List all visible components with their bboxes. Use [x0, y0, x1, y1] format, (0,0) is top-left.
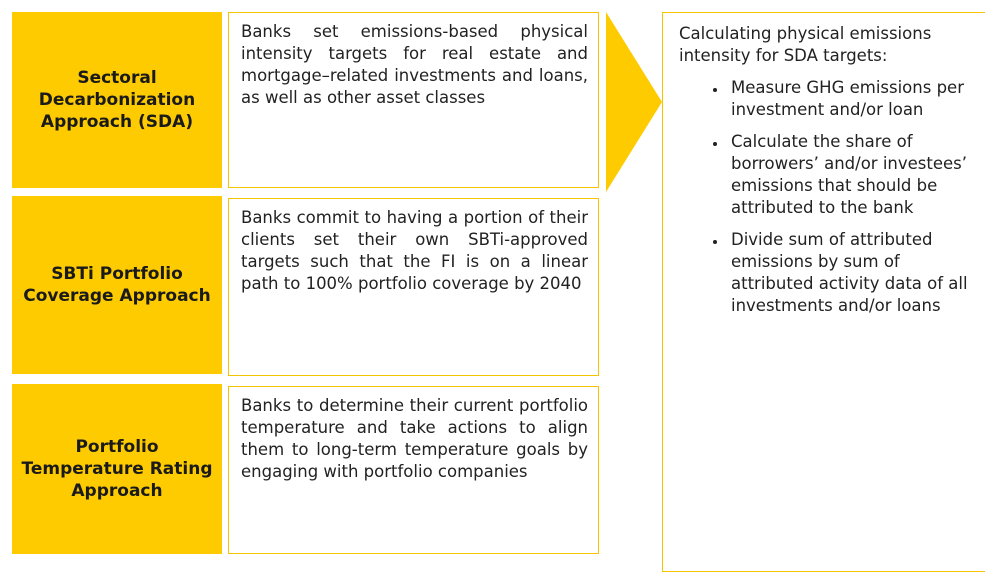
- approach-label: Portfolio Temperature Rating Approach: [12, 384, 222, 554]
- method-panel: Calculating physical emissions intensity…: [662, 12, 985, 572]
- approach-label: Sectoral Decarbonization Approach (SDA): [12, 12, 222, 188]
- chevron: [606, 12, 662, 192]
- method-step: Calculate the share of borrowers’ and/or…: [727, 131, 983, 219]
- approach-description: Banks to determine their current portfol…: [228, 386, 599, 554]
- approach-description: Banks set emissions-based physical inten…: [228, 12, 599, 188]
- method-step: Measure GHG emissions per investment and…: [727, 77, 983, 121]
- method-step: Divide sum of attributed emissions by su…: [727, 229, 983, 317]
- approach-description: Banks commit to having a portion of thei…: [228, 198, 599, 376]
- arrow: [606, 12, 662, 192]
- page: Sectoral Decarbonization Approach (SDA) …: [0, 0, 985, 554]
- method-list: Measure GHG emissions per investment and…: [679, 77, 983, 317]
- method-heading: Calculating physical emissions intensity…: [679, 24, 932, 65]
- approach-label: SBTi Portfolio Coverage Approach: [12, 196, 222, 374]
